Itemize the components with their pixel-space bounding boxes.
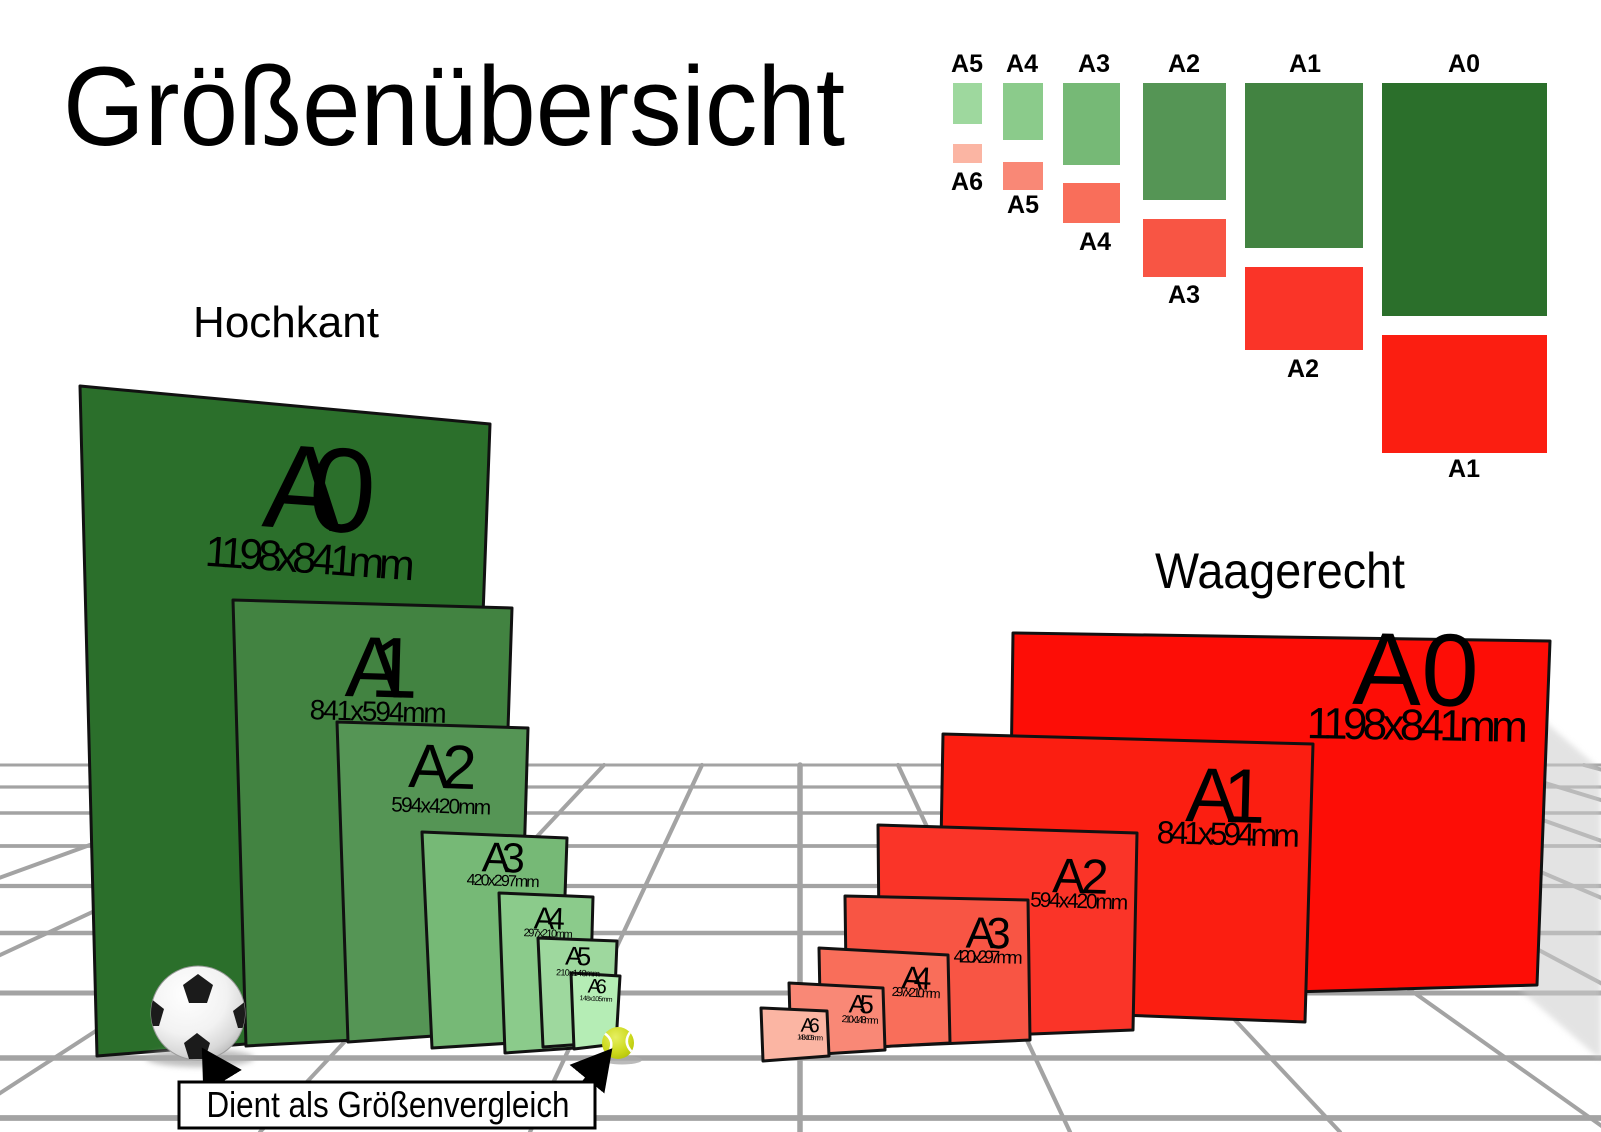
legend-portrait-swatch xyxy=(1382,83,1547,316)
sheet-dims-label: 420x297mm xyxy=(953,946,1022,968)
landscape-sheet-labels: A0 1198x841mm A1 841x594mm A2 594x420mm … xyxy=(797,611,1528,1043)
legend-landscape-swatch xyxy=(953,144,982,163)
legend: A5 A6 A4 A5 A3 A4 A2 A3 A1 A2 xyxy=(951,50,1547,483)
legend-top-label: A4 xyxy=(1006,50,1038,78)
legend-portrait-swatch xyxy=(1003,83,1043,140)
sheet-dims-label: 1198x841mm xyxy=(1306,699,1528,752)
sheet-dims-label: 594x420mm xyxy=(391,793,492,819)
legend-column: A5 A6 xyxy=(951,50,983,196)
comparison-callout-label: Dient als Größenvergleich xyxy=(207,1084,570,1125)
legend-landscape-swatch xyxy=(1003,162,1043,190)
legend-top-label: A5 xyxy=(951,50,983,78)
arrow-to-soccer-ball xyxy=(201,1047,242,1094)
sheet-name-label: A3 xyxy=(965,908,1011,958)
legend-landscape-swatch xyxy=(1245,267,1363,350)
sheet-name-label: A1 xyxy=(1185,752,1267,840)
legend-bottom-label: A1 xyxy=(1448,455,1480,483)
sheet-dims-label: 594x420mm xyxy=(1030,888,1129,914)
sheet-name-label: A4 xyxy=(901,959,933,997)
legend-top-label: A0 xyxy=(1448,50,1480,78)
comparison-callout: Dient als Größenvergleich xyxy=(177,1047,613,1130)
sheet-name-label: A3 xyxy=(481,833,526,881)
sheet-name-label: A2 xyxy=(408,732,478,803)
legend-portrait-swatch xyxy=(1245,83,1363,248)
legend-top-label: A1 xyxy=(1289,50,1321,78)
landscape-sheet-group xyxy=(759,631,1552,1063)
sheet-dims-label: 148x105mm xyxy=(797,1032,823,1042)
legend-bottom-label: A5 xyxy=(1007,191,1039,219)
legend-top-label: A3 xyxy=(1078,50,1110,78)
legend-column: A2 A3 xyxy=(1143,50,1226,309)
legend-column: A0 A1 xyxy=(1382,50,1547,483)
sheet-dims-label: 841x594mm xyxy=(309,694,447,729)
legend-landscape-swatch xyxy=(1382,335,1547,453)
sheet-name-label: A5 xyxy=(565,941,592,972)
arrow-to-tennis-ball xyxy=(569,1048,613,1094)
sheet-dims-label: 210x148mm xyxy=(841,1014,879,1027)
legend-bottom-label: A3 xyxy=(1168,281,1200,309)
sheet-name-label: A6 xyxy=(587,976,607,999)
legend-column: A3 A4 xyxy=(1063,50,1120,256)
sheet-name-label: A2 xyxy=(1052,849,1110,905)
portrait-sheet-labels: A0 1198x841mm A1 841x594mm A2 594x420mm … xyxy=(204,418,613,1004)
page-title: Größenübersicht xyxy=(63,44,845,169)
sheet-name-label: A1 xyxy=(344,619,420,717)
legend-bottom-label: A6 xyxy=(951,168,983,196)
sheet-name-label: A6 xyxy=(800,1015,820,1038)
sheet-dims-label: 148x105mm xyxy=(579,995,612,1004)
legend-column: A1 A2 xyxy=(1245,50,1363,383)
legend-portrait-swatch xyxy=(1063,83,1120,165)
sheet-dims-label: 420x297mm xyxy=(466,872,540,892)
legend-landscape-swatch xyxy=(1063,183,1120,223)
legend-column: A4 A5 xyxy=(1003,50,1043,219)
sheet-dims-label: 297x210mm xyxy=(891,984,941,1002)
legend-portrait-swatch xyxy=(1143,83,1226,200)
paper-sheet-landscape-a6 xyxy=(759,1006,831,1063)
legend-top-label: A2 xyxy=(1168,50,1200,78)
legend-landscape-swatch xyxy=(1143,219,1226,277)
tennis-ball xyxy=(602,1027,634,1059)
sheet-name-label: A0 xyxy=(1352,611,1480,728)
sheet-dims-label: 841x594mm xyxy=(1156,814,1300,854)
sheet-name-label: A4 xyxy=(533,900,565,936)
portrait-sheet-group xyxy=(78,384,622,1058)
sheet-dims-label: 297x210mm xyxy=(523,927,572,941)
legend-bottom-label: A4 xyxy=(1079,228,1111,256)
sheet-name-label: A5 xyxy=(848,988,875,1019)
sheet-name-label: A0 xyxy=(259,418,380,559)
legend-bottom-label: A2 xyxy=(1287,355,1319,383)
section-label-waagerecht: Waagerecht xyxy=(1155,543,1405,599)
sheet-dims-label: 210x148mm xyxy=(556,967,600,979)
section-label-hochkant: Hochkant xyxy=(193,298,379,347)
legend-portrait-swatch xyxy=(953,83,982,124)
comparison-callout-box xyxy=(177,1080,597,1130)
